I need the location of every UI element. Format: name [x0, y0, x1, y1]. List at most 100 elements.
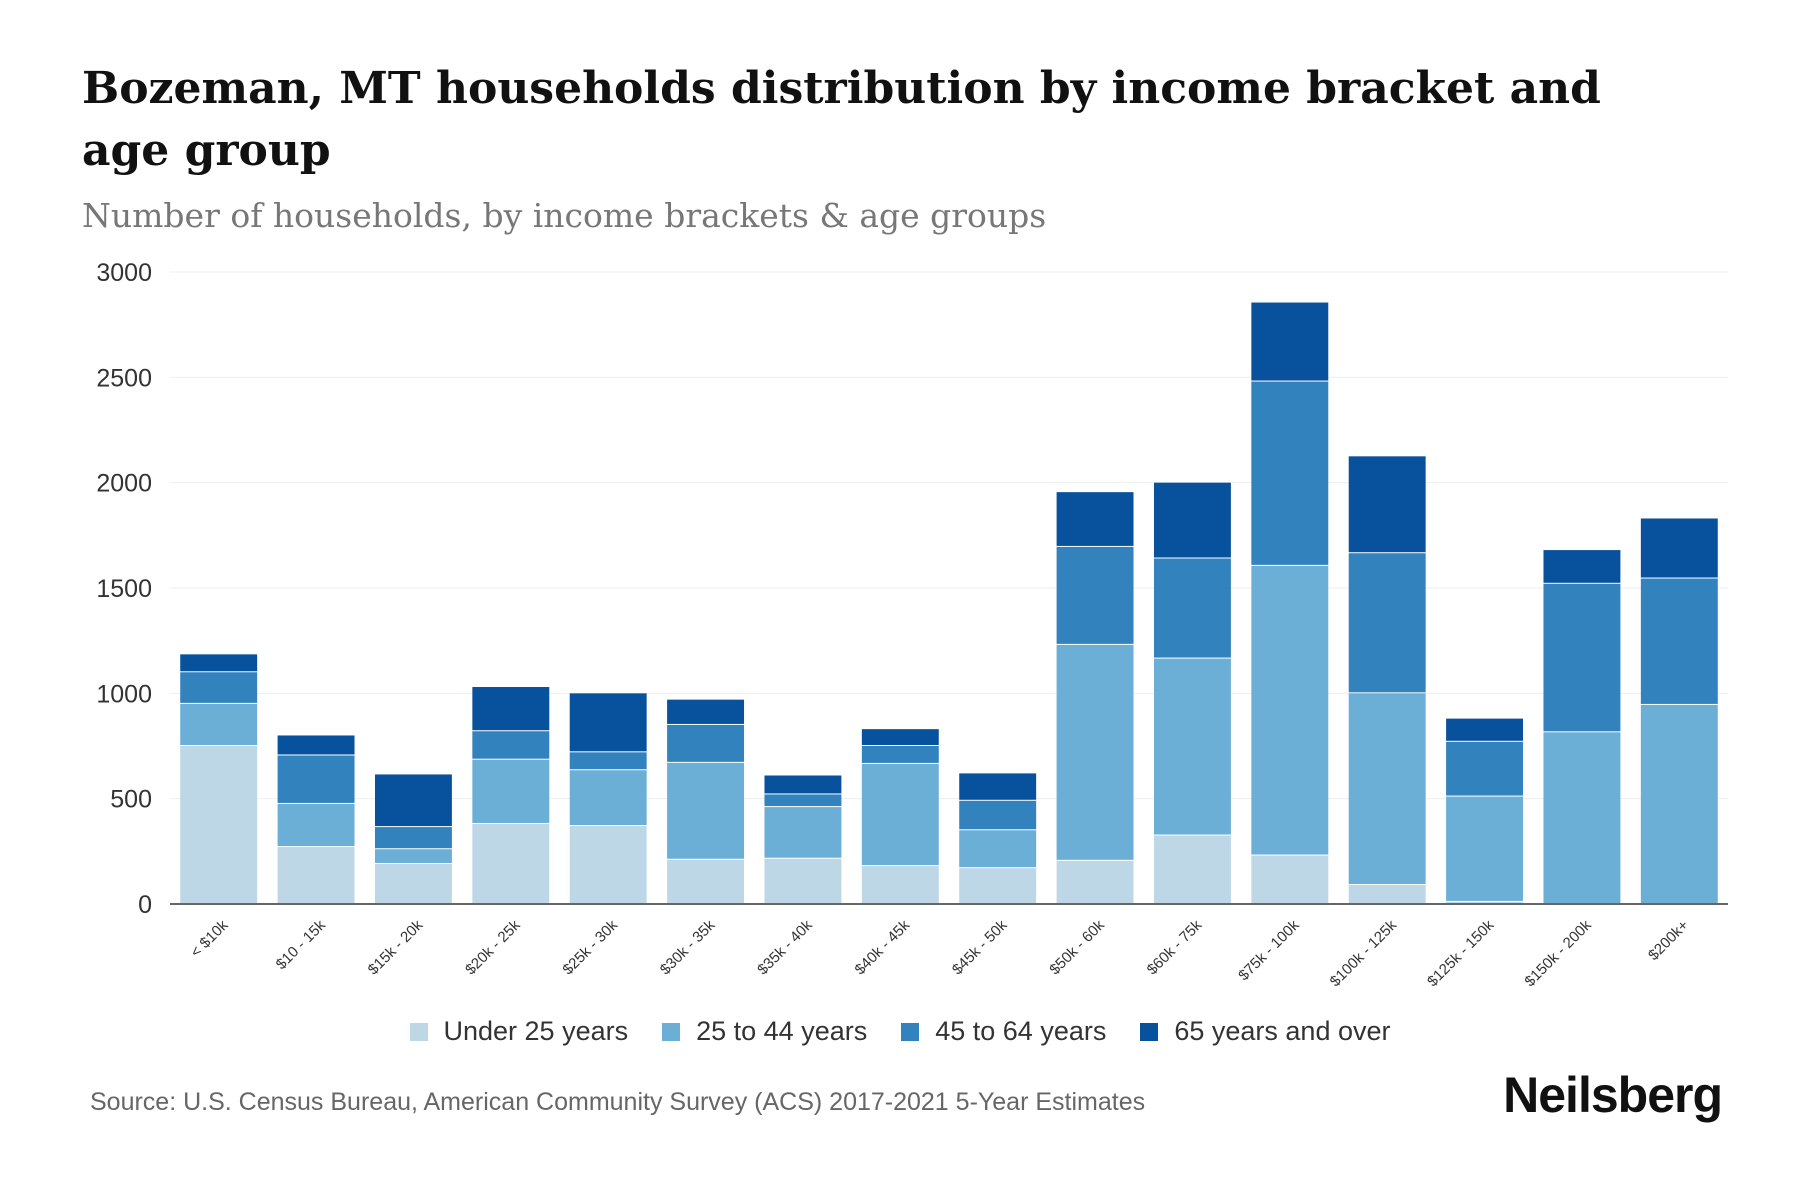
bar-segment [959, 830, 1037, 868]
bar-segment [1543, 550, 1621, 583]
bar-segment [1056, 860, 1134, 903]
legend: Under 25 years 25 to 44 years 45 to 64 yea… [0, 1016, 1800, 1047]
legend-item: Under 25 years [409, 1016, 629, 1047]
bar-segment [472, 687, 550, 731]
bar-segment [1640, 578, 1718, 704]
bar-segment [277, 803, 355, 847]
bar-segment [861, 866, 939, 903]
bar-segment [1056, 644, 1134, 860]
bar-segment [1153, 835, 1231, 903]
x-tick-label: $200k+ [1645, 917, 1692, 964]
bar-segment [277, 735, 355, 755]
legend-swatch [1140, 1022, 1159, 1041]
bar-segment [667, 724, 745, 762]
bar-segment [959, 800, 1037, 830]
bar-segment [1153, 558, 1231, 658]
bar-segment [959, 773, 1037, 800]
bar-segment [764, 794, 842, 807]
legend-label: 45 to 64 years [935, 1016, 1107, 1046]
x-tick-label: $50k - 60k [1046, 916, 1108, 978]
bar-segment [764, 858, 842, 903]
bar-segment [1251, 381, 1329, 565]
bar-segment [472, 731, 550, 759]
x-tick-label: $10 - 15k [273, 916, 330, 973]
bar-segment [1348, 693, 1426, 885]
bar-segment [1446, 796, 1524, 901]
bar-segment [1348, 456, 1426, 553]
legend-swatch [409, 1022, 428, 1041]
x-tick-label: $125k - 150k [1424, 916, 1498, 990]
bar-segment [180, 672, 258, 703]
x-tick-label: $20k - 25k [462, 916, 524, 978]
bar-segment [667, 762, 745, 859]
bar-segment [569, 770, 647, 826]
bar-segment [1251, 855, 1329, 903]
legend-label: 25 to 44 years [696, 1016, 868, 1046]
bar-segment [861, 763, 939, 866]
bar-segment [1640, 704, 1718, 903]
bar-segment [277, 755, 355, 803]
bar-segment [277, 847, 355, 903]
bar-segment [1251, 565, 1329, 855]
x-tick-label: $25k - 30k [559, 916, 621, 978]
bar-segment [472, 759, 550, 823]
bar-segment [959, 868, 1037, 903]
bar-segment [764, 775, 842, 794]
bar-segment [374, 863, 452, 903]
x-tick-label: $100k - 125k [1327, 916, 1401, 990]
x-tick-label: $75k - 100k [1235, 916, 1303, 984]
x-tick-label: $15k - 20k [365, 916, 427, 978]
bar-segment [1640, 518, 1718, 578]
bar-segment [764, 807, 842, 858]
legend-swatch [662, 1022, 681, 1041]
stacked-bar-chart: 0 500 1000 1500 2000 2500 3000 < $10k $10 - 15k… [96, 259, 1728, 990]
x-tick-label: $40k - 45k [852, 916, 914, 978]
x-tick-label: $150k - 200k [1521, 916, 1595, 990]
bar-segment [374, 774, 452, 827]
brand-logo: Neilsberg [1503, 1067, 1723, 1123]
x-tick-label: $35k - 40k [754, 916, 816, 978]
legend-swatch [901, 1022, 920, 1041]
y-tick-label: 1500 [96, 575, 152, 603]
bar-segment [374, 827, 452, 849]
bar-segment [861, 746, 939, 763]
y-tick-label: 500 [110, 786, 152, 814]
y-axis-ticks: 0 500 1000 1500 2000 2500 3000 [96, 259, 152, 919]
bar-segment [180, 746, 258, 903]
bar-segment [1543, 583, 1621, 732]
bar-segment [1153, 658, 1231, 835]
bar-segment [374, 849, 452, 863]
chart-title: Bozeman, MT households distribution by i… [82, 63, 1601, 176]
x-tick-label: $30k - 35k [657, 916, 719, 978]
bar-segment [1348, 885, 1426, 903]
bar-segment [1348, 553, 1426, 693]
bar-segment [1446, 718, 1524, 741]
bar-segment [1446, 901, 1524, 903]
legend-label: Under 25 years [443, 1016, 629, 1046]
chart-subtitle: Number of households, by income brackets… [82, 196, 1047, 235]
x-axis-ticks: < $10k $10 - 15k $15k - 20k $20k - 25k $25k … [187, 916, 1692, 990]
bar-segment [667, 859, 745, 903]
bar-segment [1056, 492, 1134, 546]
bar-segment [180, 703, 258, 745]
bar-segment [569, 693, 647, 752]
y-tick-label: 1000 [96, 680, 152, 708]
legend-item: 65 years and over [1140, 1016, 1391, 1047]
x-tick-label: $60k - 75k [1144, 916, 1206, 978]
bar-segment [569, 826, 647, 903]
bar-segment [1446, 741, 1524, 796]
bar-segment [1153, 482, 1231, 558]
bar-segment [861, 729, 939, 745]
bars [180, 302, 1718, 903]
y-tick-label: 0 [138, 891, 152, 919]
legend-label: 65 years and over [1174, 1016, 1391, 1046]
y-tick-label: 2500 [96, 364, 152, 392]
bar-segment [472, 823, 550, 903]
bar-segment [180, 654, 258, 672]
bar-segment [1543, 732, 1621, 903]
legend-item: 25 to 44 years [662, 1016, 867, 1047]
x-tick-label: < $10k [187, 916, 232, 961]
x-tick-label: $45k - 50k [949, 916, 1011, 978]
y-tick-label: 2000 [96, 470, 152, 498]
y-tick-label: 3000 [96, 259, 152, 287]
